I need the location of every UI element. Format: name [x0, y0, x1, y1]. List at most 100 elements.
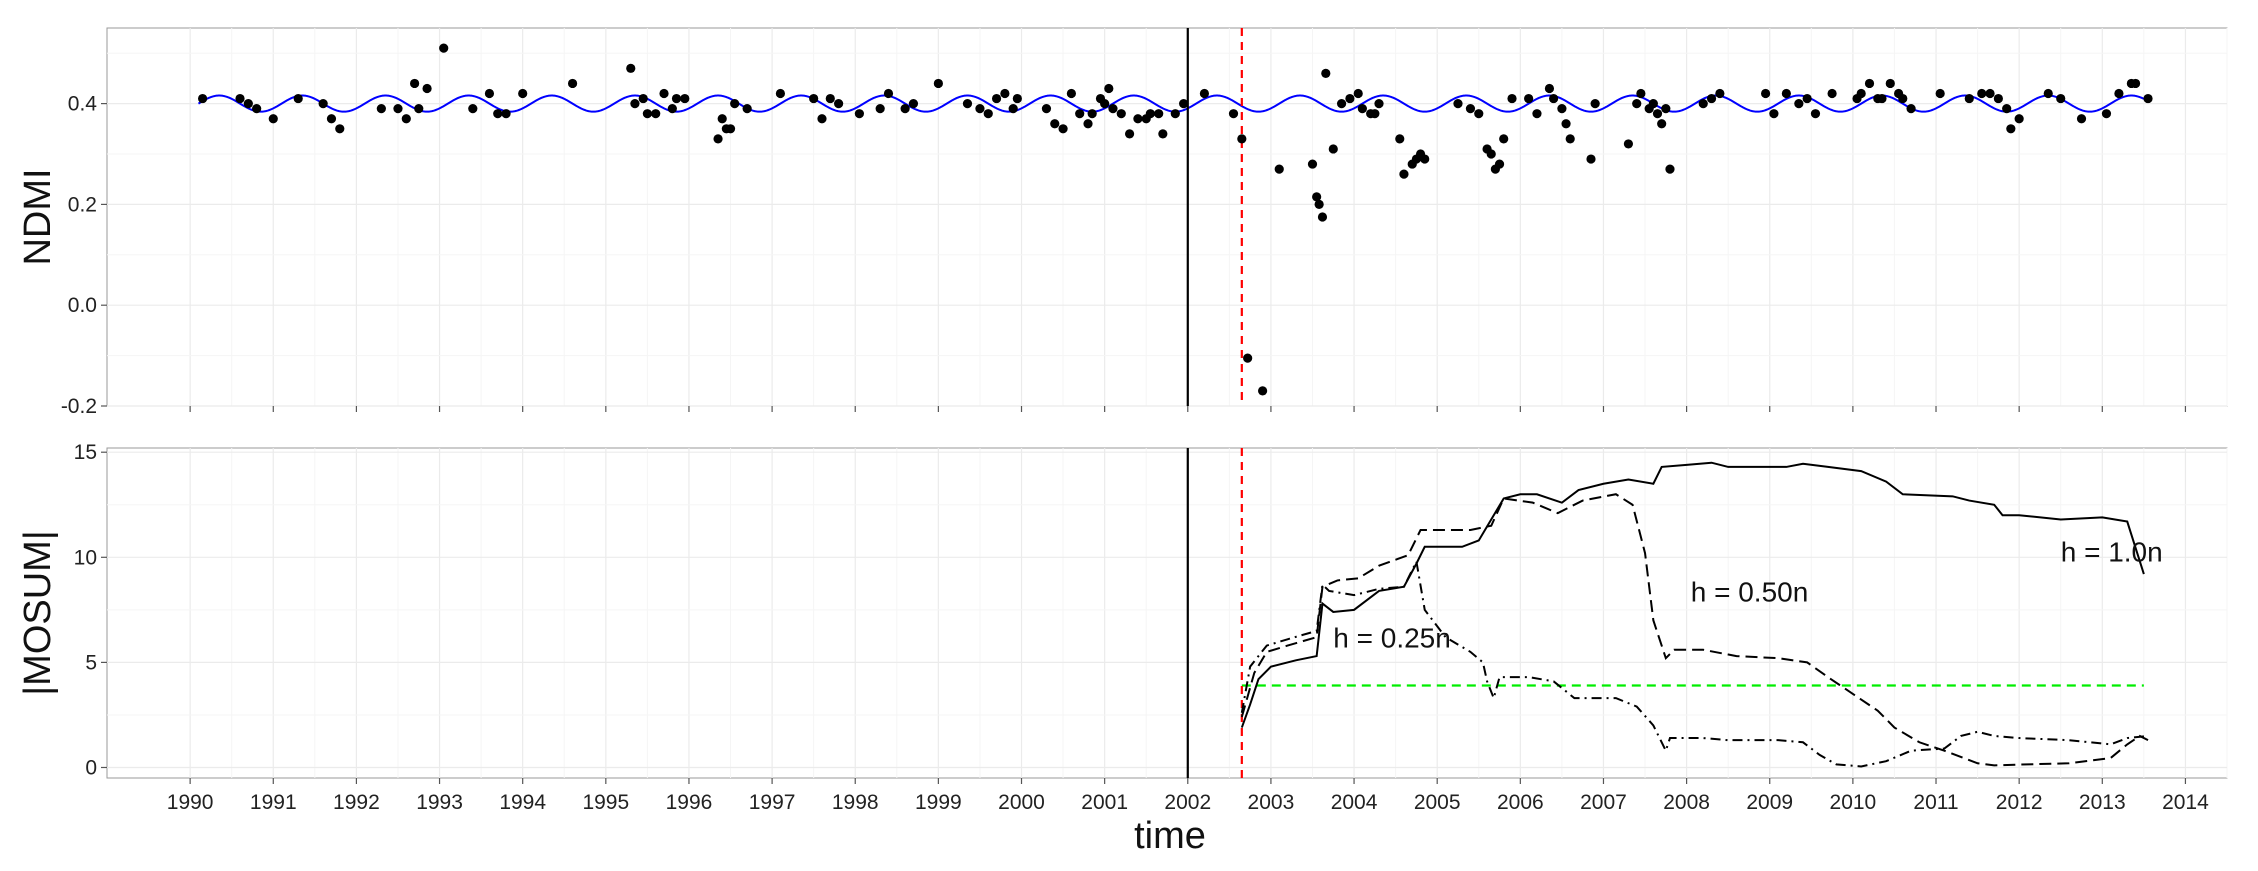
ndmi-point [393, 104, 403, 114]
ndmi-point [2101, 109, 2112, 119]
bottom-y-tick-label: 15 [74, 441, 97, 464]
x-tick-label: 2013 [2079, 791, 2126, 814]
bottom-gridlines [107, 448, 2228, 778]
ndmi-point [1586, 154, 1596, 164]
ndmi-point [991, 93, 1002, 104]
bottom-plot-background [106, 447, 2228, 779]
bottom-y-tick-label: 10 [74, 546, 97, 569]
mosum-series-line-1 [1240, 493, 2149, 767]
ndmi-point [883, 88, 894, 99]
ndmi-point [1977, 88, 1987, 99]
ndmi-point [1158, 129, 1168, 139]
x-tick-label: 2000 [998, 791, 1045, 814]
ndmi-point [667, 104, 677, 114]
ndmi-point [725, 124, 736, 134]
ndmi-point [1827, 88, 1837, 99]
ndmi-point [1486, 149, 1496, 159]
ndmi-point [713, 134, 723, 144]
ndmi-point [1012, 93, 1022, 104]
ndmi-point [933, 78, 943, 89]
x-tick-label: 2004 [1331, 791, 1378, 814]
x-tick-label: 1992 [333, 791, 380, 814]
ndmi-point [1544, 83, 1555, 94]
ndmi-point [1274, 164, 1284, 174]
ndmi-point [268, 114, 278, 124]
ndmi-point [1345, 93, 1355, 104]
top-marks [197, 28, 2153, 406]
ndmi-point [1170, 109, 1180, 119]
ndmi-point [626, 63, 636, 73]
ndmi-point [1374, 99, 1384, 109]
ndmi-point [2143, 93, 2153, 104]
ndmi-point [1050, 119, 1060, 129]
top-y-axis-title: NDMI [17, 168, 59, 265]
ndmi-point [1648, 99, 1658, 109]
ndmi-point [1075, 109, 1085, 119]
ndmi-point [1557, 104, 1567, 114]
ndmi-point [1087, 109, 1097, 119]
ndmi-point [2006, 124, 2016, 134]
top-panel: -0.2 0.0 0.2 0.4 NDMI [17, 27, 2228, 418]
ndmi-point [1661, 104, 1671, 114]
ndmi-point [1864, 78, 1875, 89]
ndmi-point [1665, 164, 1675, 174]
ndmi-point [875, 104, 885, 114]
ndmi-point [1657, 119, 1667, 129]
ndmi-point [1399, 169, 1409, 179]
ndmi-point [962, 99, 973, 109]
ndmi-point [1312, 192, 1322, 202]
bottom-y-axis-title: |MOSUM| [17, 530, 59, 695]
x-tick-labels: 1990 1991 1992 1993 1994 1995 1996 1997 1998 1999… [167, 778, 2209, 814]
x-tick-label: 2001 [1081, 791, 1128, 814]
ndmi-point [1474, 109, 1484, 119]
ndmi-point [1104, 83, 1114, 94]
ndmi-point [1179, 99, 1189, 109]
ndmi-point [638, 93, 648, 104]
ndmi-point [642, 109, 652, 119]
ndmi-point [651, 109, 661, 119]
x-tick-label: 1993 [416, 791, 463, 814]
ndmi-point [410, 78, 420, 89]
ndmi-point [717, 114, 727, 124]
ndmi-point [1706, 93, 1717, 104]
ndmi-point [1561, 119, 1571, 129]
ndmi-point [900, 104, 910, 114]
ndmi-point [1083, 119, 1093, 129]
x-tick-label: 2007 [1580, 791, 1627, 814]
ndmi-point [501, 109, 511, 119]
x-tick-label: 2011 [1913, 791, 1958, 814]
ndmi-point [1590, 99, 1600, 109]
mosum-series-label-2: h = 0.25n [1333, 623, 1451, 654]
ndmi-point [671, 93, 682, 104]
ndmi-point [834, 99, 844, 109]
ndmi-point [422, 83, 432, 94]
ndmi-point [1100, 99, 1110, 109]
ndmi-point [1000, 88, 1010, 99]
ndmi-point [1124, 129, 1135, 139]
ndmi-point [1810, 109, 1821, 119]
bottom-y-tick-label: 5 [85, 651, 97, 674]
ndmi-point [1258, 386, 1268, 396]
ndmi-point [1116, 109, 1126, 119]
ndmi-point [1964, 93, 1974, 104]
x-tick-label: 2003 [1248, 791, 1295, 814]
ndmi-point [1623, 139, 1634, 149]
ndmi-point [908, 99, 919, 109]
ndmi-point [1370, 109, 1380, 119]
top-y-tick-label: 0.2 [68, 193, 97, 216]
ndmi-point [484, 88, 495, 99]
x-tick-label: 2008 [1663, 791, 1710, 814]
mosum-series-label-0: h = 1.0n [2061, 537, 2163, 568]
ndmi-point [1760, 88, 1771, 99]
ndmi-point [1794, 99, 1804, 109]
x-tick-label: 2014 [2162, 791, 2209, 814]
bottom-y-tick-labels: 0 5 10 15 [74, 441, 107, 779]
mosum-series-line-0 [1240, 461, 2145, 728]
ndmi-point [742, 104, 752, 114]
x-tick-label: 2010 [1830, 791, 1877, 814]
ndmi-point [243, 99, 253, 109]
ndmi-point [1108, 104, 1118, 114]
x-tick-label: 2006 [1497, 791, 1544, 814]
ndmi-point [1548, 93, 1559, 104]
